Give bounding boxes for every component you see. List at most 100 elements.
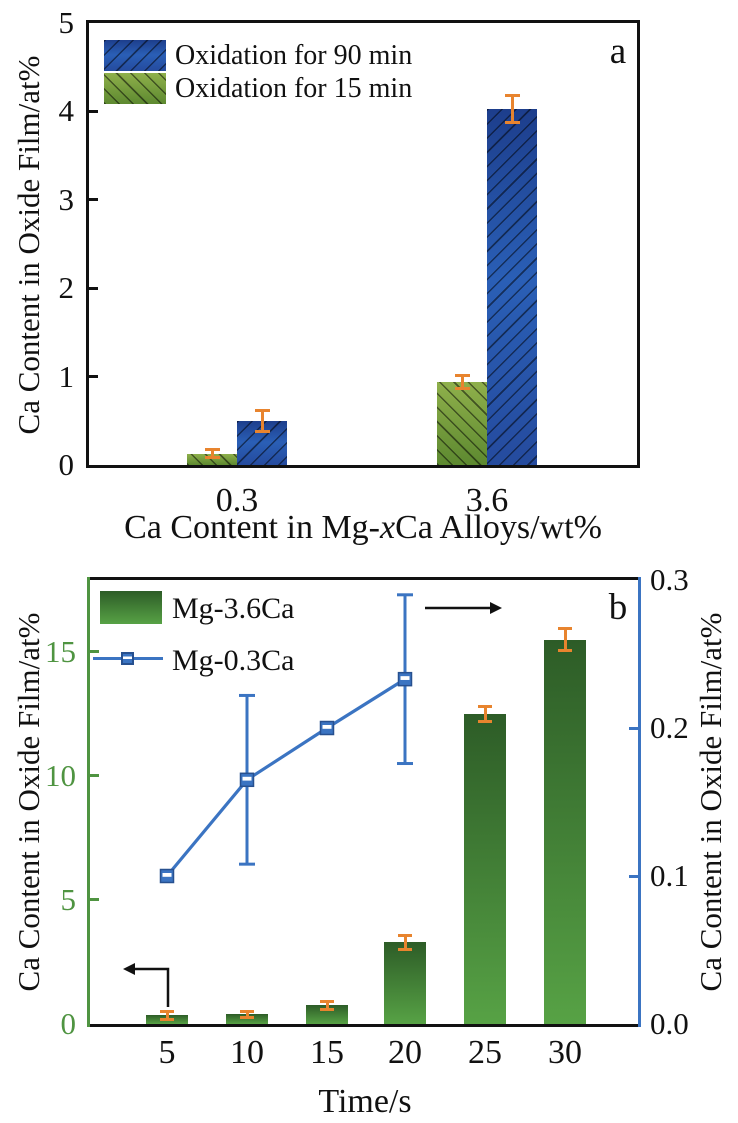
panel-b-x-tick-label: 25 xyxy=(468,1034,502,1071)
panel-b-x-tick-label: 20 xyxy=(388,1034,422,1071)
panel-b-right-y-tick xyxy=(629,874,638,878)
panel-a-y-tick-label: 2 xyxy=(58,270,75,306)
panel-b-bar xyxy=(544,639,586,1024)
panel-b-left-y-tick xyxy=(90,774,99,778)
panel-b-left-y-tick-label: 15 xyxy=(45,633,76,669)
panel-b-x-tick-label: 15 xyxy=(310,1034,344,1071)
legend-label-90min: Oxidation for 90 min xyxy=(175,40,413,71)
error-bar-line xyxy=(483,706,487,722)
panel-b-overlay: 0 5 10 15 0.0 0.1 0.2 0.3 5 10 15 20 25 30 xyxy=(0,560,738,1123)
panel-a-y-tick-label: 5 xyxy=(58,5,75,40)
panel-a-y-tick xyxy=(89,109,98,113)
panel-b-top-axis xyxy=(87,577,641,580)
error-bar-cap xyxy=(204,447,220,451)
panel-a-plot xyxy=(86,20,640,468)
panel-b-right-y-tick-label: 0.0 xyxy=(650,1006,689,1041)
left-axis-arrow xyxy=(123,963,170,1007)
legend-label-mg36ca: Mg-3.6Ca xyxy=(172,592,295,625)
panel-a-xlabel: Ca Content in Mg-xCa Alloys/wt% xyxy=(63,509,663,547)
panel-b-x-tick-label: 30 xyxy=(548,1034,582,1071)
panel-b-left-ylabel: Ca Content in Oxide Film/at% xyxy=(11,612,46,992)
error-bar-line xyxy=(165,1011,169,1020)
error-bar-cap xyxy=(160,1010,174,1014)
error-bar-line xyxy=(260,410,264,432)
error-bar-cap xyxy=(398,933,412,937)
panel-a-bar xyxy=(437,381,487,465)
panel-b-x-tick-label: 10 xyxy=(230,1034,264,1071)
line-marker-stripe xyxy=(400,676,410,680)
line-marker-stripe xyxy=(322,725,332,729)
panel-a-ylabel: Ca Content in Oxide Film/at% xyxy=(11,55,46,435)
error-bar-cap xyxy=(254,408,270,412)
error-bar-cap xyxy=(320,1000,334,1004)
error-bar-line xyxy=(460,375,464,389)
panel-b-left-y-tick-label: 10 xyxy=(45,757,76,793)
error-bar-line xyxy=(403,935,407,950)
panel-b-x-tick-label: 5 xyxy=(158,1034,176,1071)
panel-a-y-tick xyxy=(89,198,98,202)
line-marker-stripe xyxy=(242,776,252,781)
panel-b-left-axis xyxy=(87,577,90,1027)
error-bar-cap xyxy=(454,386,470,390)
panel-a-y-tick-label: 4 xyxy=(58,93,75,129)
error-bar-cap xyxy=(454,374,470,378)
error-bar-cap xyxy=(398,947,412,951)
error-bar-line xyxy=(210,449,214,458)
panel-a-y-tick xyxy=(89,375,98,379)
panel-b-plot xyxy=(87,577,641,1027)
legend-label-15min: Oxidation for 15 min xyxy=(175,73,413,104)
panel-b-bottom-axis xyxy=(87,1024,641,1027)
panel-b-letter: b xyxy=(608,587,628,628)
panel-a-y-tick-label: 1 xyxy=(58,358,75,394)
xlabel-suffix: Ca Alloys/wt% xyxy=(395,509,602,546)
panel-a-overlay: 0 1 2 3 4 5 0.3 3.6 xyxy=(0,0,738,560)
panel-b-left-y-tick xyxy=(90,898,99,902)
legend-swatch-90min xyxy=(104,40,166,71)
xlabel-prefix: Ca Content in Mg- xyxy=(124,509,380,546)
line-marker-stripe xyxy=(162,873,172,877)
panel-b-right-y-tick-label: 0.2 xyxy=(650,710,689,745)
legend-swatch-15min xyxy=(104,73,166,104)
panel-b-right-y-tick-label: 0.1 xyxy=(650,858,689,893)
panel-b-left-y-tick xyxy=(90,650,99,654)
error-bar-cap xyxy=(558,649,572,653)
error-bar-line xyxy=(563,628,567,651)
panel-b-right-ylabel: Ca Content in Oxide Film/at% xyxy=(693,612,728,992)
error-bar-cap xyxy=(504,93,520,97)
panel-b-right-axis xyxy=(638,577,641,1027)
panel-b-xlabel: Time/s xyxy=(318,1083,412,1120)
panel-b-svg xyxy=(123,593,502,1007)
error-bar-cap xyxy=(240,1015,254,1019)
error-bar-cap xyxy=(558,626,572,630)
panel-b-bar xyxy=(464,713,506,1024)
error-bar-cap xyxy=(320,1007,334,1011)
xlabel-italic-x: x xyxy=(380,509,396,546)
error-bar-cap xyxy=(240,1009,254,1013)
panel-a-x-category-label: 0.3 xyxy=(215,482,259,519)
panel-b-right-y-tick xyxy=(629,726,638,730)
legend-label-mg03ca: Mg-0.3Ca xyxy=(172,644,295,677)
panel-b-bar xyxy=(226,1014,268,1024)
error-bar-cap xyxy=(160,1017,174,1021)
panel-b-right-y-tick-label: 0.3 xyxy=(650,562,689,597)
error-bar-line xyxy=(325,1001,329,1010)
panel-a-y-tick-label: 3 xyxy=(58,181,75,217)
panel-a-x-category-label: 3.6 xyxy=(465,482,509,519)
panel-a-y-tick-label: 0 xyxy=(58,447,75,482)
error-bar-cap xyxy=(254,429,270,433)
error-bar-cap xyxy=(478,719,492,723)
error-bar-cap xyxy=(478,705,492,708)
error-bar-line xyxy=(245,1011,249,1018)
panel-a-letter: a xyxy=(609,31,627,72)
error-bar-cap xyxy=(204,456,220,460)
error-bar-cap xyxy=(504,120,520,124)
legend-swatch-mg36ca xyxy=(100,591,162,624)
right-axis-arrow xyxy=(425,602,502,614)
panel-b-left-y-tick-label: 5 xyxy=(60,881,77,917)
line-series xyxy=(165,677,406,878)
panel-b-left-y-tick-label: 0 xyxy=(60,1006,77,1041)
legend-line-marker xyxy=(121,652,134,665)
panel-b-bar xyxy=(306,1005,348,1024)
panel-a-y-tick xyxy=(89,286,98,290)
